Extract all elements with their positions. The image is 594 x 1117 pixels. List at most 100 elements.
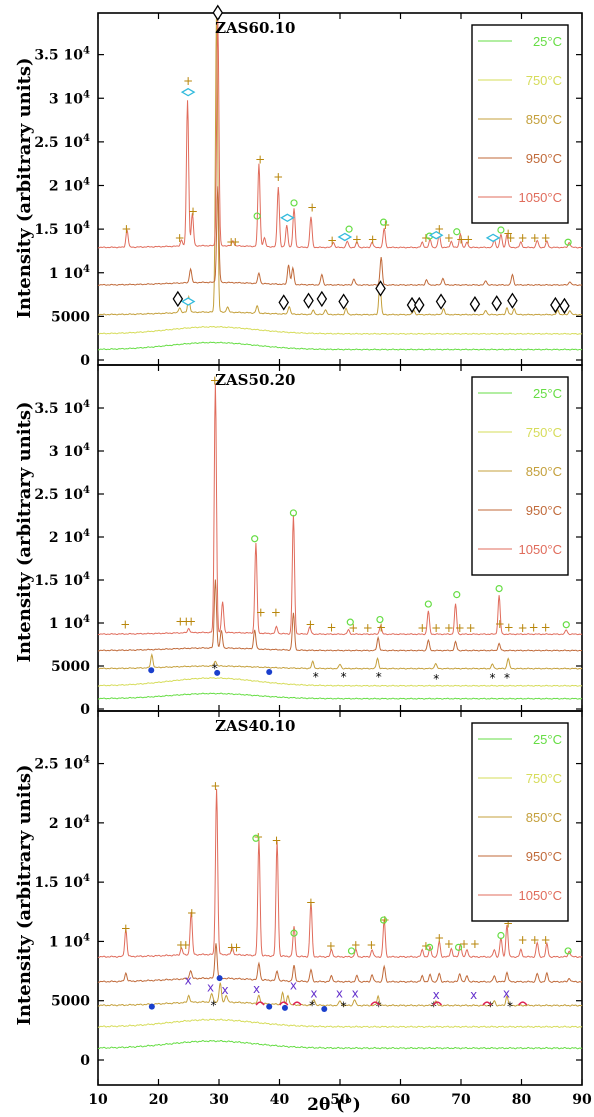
phase-marker: + xyxy=(348,621,358,635)
phase-marker: + xyxy=(326,620,336,634)
phase-marker: + xyxy=(541,620,551,634)
phase-marker: * xyxy=(211,998,217,1012)
phase-marker: x xyxy=(470,988,477,1002)
phase-marker: + xyxy=(530,231,540,245)
phase-marker xyxy=(435,293,447,310)
phase-marker xyxy=(290,929,298,937)
phase-marker: + xyxy=(273,170,283,184)
phase-marker xyxy=(252,834,260,842)
phase-marker: + xyxy=(530,933,540,947)
phase-marker xyxy=(253,212,261,220)
phase-marker: + xyxy=(495,617,505,631)
legend-label: 25°C xyxy=(533,732,562,747)
phase-marker xyxy=(559,297,570,315)
phase-marker xyxy=(346,618,354,626)
y-tick-label: 1.5 104 xyxy=(34,220,90,238)
phase-marker xyxy=(453,228,461,236)
phase-marker xyxy=(212,4,224,21)
phase-marker: + xyxy=(421,231,431,245)
phase-marker: * xyxy=(212,662,218,676)
phase-marker: + xyxy=(444,937,454,951)
phase-marker xyxy=(148,667,155,674)
legend-label: 25°C xyxy=(533,34,562,49)
phase-marker: x xyxy=(310,987,317,1001)
legend xyxy=(471,24,569,224)
phase-marker: * xyxy=(341,1000,347,1014)
phase-marker: x xyxy=(503,987,510,1001)
phase-marker xyxy=(338,293,349,310)
phase-marker: + xyxy=(176,938,186,952)
phase-marker: + xyxy=(518,621,528,635)
y-tick-label: 0 xyxy=(80,702,90,718)
phase-marker: + xyxy=(503,917,513,931)
phase-marker: + xyxy=(210,373,220,387)
phase-marker xyxy=(180,87,196,97)
panel-title: ZAS60.10 xyxy=(215,19,295,37)
phase-marker: + xyxy=(466,621,476,635)
phase-marker: + xyxy=(187,906,197,920)
y-tick-label: 1.5 104 xyxy=(34,873,90,891)
phase-marker: + xyxy=(181,614,191,628)
y-tick-label: 3 104 xyxy=(49,442,90,460)
phase-marker: x xyxy=(290,978,297,992)
phase-marker: + xyxy=(503,226,513,240)
phase-marker: + xyxy=(444,231,454,245)
phase-marker: + xyxy=(455,621,465,635)
phase-marker xyxy=(564,947,572,955)
phase-marker: + xyxy=(541,231,551,245)
phase-marker: + xyxy=(541,933,551,947)
series-line xyxy=(97,677,583,687)
phase-marker xyxy=(428,230,444,240)
phase-marker: * xyxy=(309,998,315,1012)
legend-label: 1050°C xyxy=(518,888,562,903)
phase-marker: + xyxy=(506,231,516,245)
phase-marker: + xyxy=(518,231,528,245)
phase-marker xyxy=(485,233,501,243)
phase-marker: * xyxy=(376,1000,382,1014)
y-axis-label: Intensity (arbitrary units) xyxy=(14,57,35,318)
phase-marker: + xyxy=(188,205,198,219)
y-tick-label: 3.5 104 xyxy=(34,399,90,417)
phase-marker xyxy=(413,296,425,314)
phase-marker xyxy=(292,1001,302,1006)
phase-marker: + xyxy=(120,618,130,632)
phase-marker: + xyxy=(470,937,480,951)
phase-marker xyxy=(251,535,259,543)
series-line xyxy=(97,325,583,335)
y-tick-label: 0 xyxy=(80,1053,90,1069)
phase-marker xyxy=(379,218,388,226)
phase-marker xyxy=(495,584,503,593)
legend-label: 750°C xyxy=(526,425,562,440)
phase-marker: x xyxy=(433,988,440,1002)
series-line xyxy=(97,692,583,700)
phase-marker: * xyxy=(504,671,510,685)
phase-marker: + xyxy=(376,620,386,634)
legend-label: 750°C xyxy=(526,771,562,786)
phase-marker: + xyxy=(327,233,337,247)
phase-marker: + xyxy=(305,618,315,632)
x-tick-labels: 10 20 30 40 50 60 70 80 90 xyxy=(88,1092,592,1108)
phase-marker: * xyxy=(376,670,382,684)
phase-marker xyxy=(216,975,223,982)
phase-marker xyxy=(518,1001,528,1006)
y-tick-label: 2.5 104 xyxy=(34,755,90,773)
phase-marker xyxy=(148,1003,155,1010)
legend-label: 850°C xyxy=(526,810,562,825)
legend-label: 750°C xyxy=(526,73,562,88)
phase-marker: + xyxy=(434,931,444,945)
phase-marker xyxy=(497,226,505,234)
series-line xyxy=(97,186,583,286)
y-tick-label: 3.5 104 xyxy=(34,46,90,64)
panel-title: ZAS40.10 xyxy=(215,717,295,735)
series-line xyxy=(97,1039,583,1050)
legend-label: 1050°C xyxy=(518,190,562,205)
legend-label: 25°C xyxy=(533,386,562,401)
y-tick-label: 1 104 xyxy=(49,932,90,950)
phase-marker: + xyxy=(366,938,376,952)
phase-marker: * xyxy=(313,670,319,684)
x-tick-label: 10 xyxy=(88,1092,108,1108)
phase-marker xyxy=(469,295,481,313)
legend-label: 850°C xyxy=(526,112,562,127)
phase-marker: + xyxy=(271,606,281,620)
